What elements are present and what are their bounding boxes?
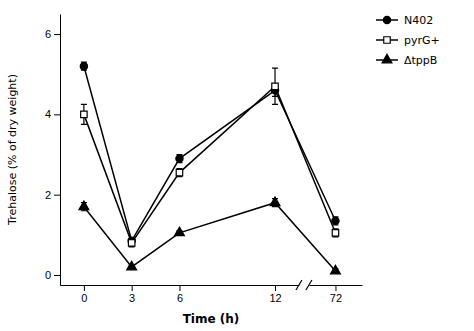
marker <box>81 111 87 117</box>
x-tick: 3 <box>129 285 135 304</box>
legend: N402 pyrG+ ΔtppB <box>376 14 440 67</box>
x-tick: 72 <box>330 285 342 304</box>
error-bar <box>272 68 278 104</box>
y-axis-line <box>60 15 61 286</box>
error-bar <box>332 229 338 237</box>
axis-break <box>306 280 312 290</box>
legend-marker <box>383 16 390 23</box>
error-bar <box>129 239 135 247</box>
series <box>79 197 340 274</box>
marker <box>80 63 87 70</box>
legend-item: pyrG+ <box>376 34 440 47</box>
marker <box>331 265 341 274</box>
series <box>81 68 339 247</box>
legend-label: pyrG+ <box>404 34 440 47</box>
y-tick: 6 <box>45 28 60 40</box>
x-axis: 72 <box>309 285 362 304</box>
axis-break <box>296 280 302 290</box>
series <box>80 62 339 244</box>
y-tick-label: 0 <box>45 269 51 281</box>
marker <box>176 169 182 175</box>
y-tick-mark <box>54 195 60 196</box>
legend-item: ΔtppB <box>376 54 437 67</box>
y-tick-mark <box>54 34 60 35</box>
marker <box>176 155 183 162</box>
x-tick: 6 <box>177 285 183 304</box>
marker <box>127 261 137 270</box>
x-tick-label: 6 <box>177 292 183 304</box>
marker <box>332 230 338 236</box>
y-axis-title: Trehalose (% of dry weight) <box>6 74 19 226</box>
legend-label: N402 <box>404 14 433 27</box>
x-axis: 0 3 6 12 <box>61 285 300 304</box>
legend-marker <box>382 54 392 63</box>
chart: 0 2 4 6 0 3 6 12 72 Time (h) Trehalose (% of dry w… <box>0 0 474 331</box>
x-tick: 12 <box>269 285 281 304</box>
axis-breaks <box>296 280 312 290</box>
error-bar <box>332 217 338 225</box>
x-tick-mark <box>84 285 85 291</box>
error-bar <box>81 104 87 124</box>
series-line <box>84 86 336 243</box>
y-axis: 0 2 4 6 <box>45 15 61 286</box>
x-tick-mark <box>132 285 133 291</box>
error-bar <box>176 155 182 163</box>
marker <box>79 201 89 210</box>
y-tick-label: 6 <box>45 28 51 40</box>
plot: 0 2 4 6 0 3 6 12 72 <box>45 15 363 304</box>
x-tick-label: 3 <box>129 292 135 304</box>
x-tick-mark <box>275 285 276 291</box>
y-tick: 4 <box>45 108 60 120</box>
x-tick-mark <box>179 285 180 291</box>
x-tick-label: 0 <box>81 292 87 304</box>
legend-marker <box>384 37 390 43</box>
x-tick: 0 <box>81 285 87 304</box>
y-tick-label: 4 <box>45 108 51 120</box>
marker <box>270 197 280 206</box>
series-line <box>84 203 336 271</box>
marker <box>272 83 278 89</box>
data-marks <box>79 62 340 274</box>
x-tick-label: 12 <box>269 292 281 304</box>
y-tick: 2 <box>45 189 60 201</box>
y-tick: 0 <box>45 269 60 281</box>
y-tick-label: 2 <box>45 189 51 201</box>
x-tick-label: 72 <box>330 292 342 304</box>
y-tick-mark <box>54 114 60 115</box>
y-tick-mark <box>54 275 60 276</box>
marker <box>175 227 185 236</box>
x-axis-title: Time (h) <box>183 312 240 326</box>
error-bar <box>176 169 182 177</box>
marker <box>128 240 134 246</box>
legend-label: ΔtppB <box>404 54 437 67</box>
x-tick-mark <box>335 285 336 291</box>
legend-item: N402 <box>376 14 433 27</box>
error-bar <box>81 62 87 70</box>
marker <box>332 217 339 224</box>
